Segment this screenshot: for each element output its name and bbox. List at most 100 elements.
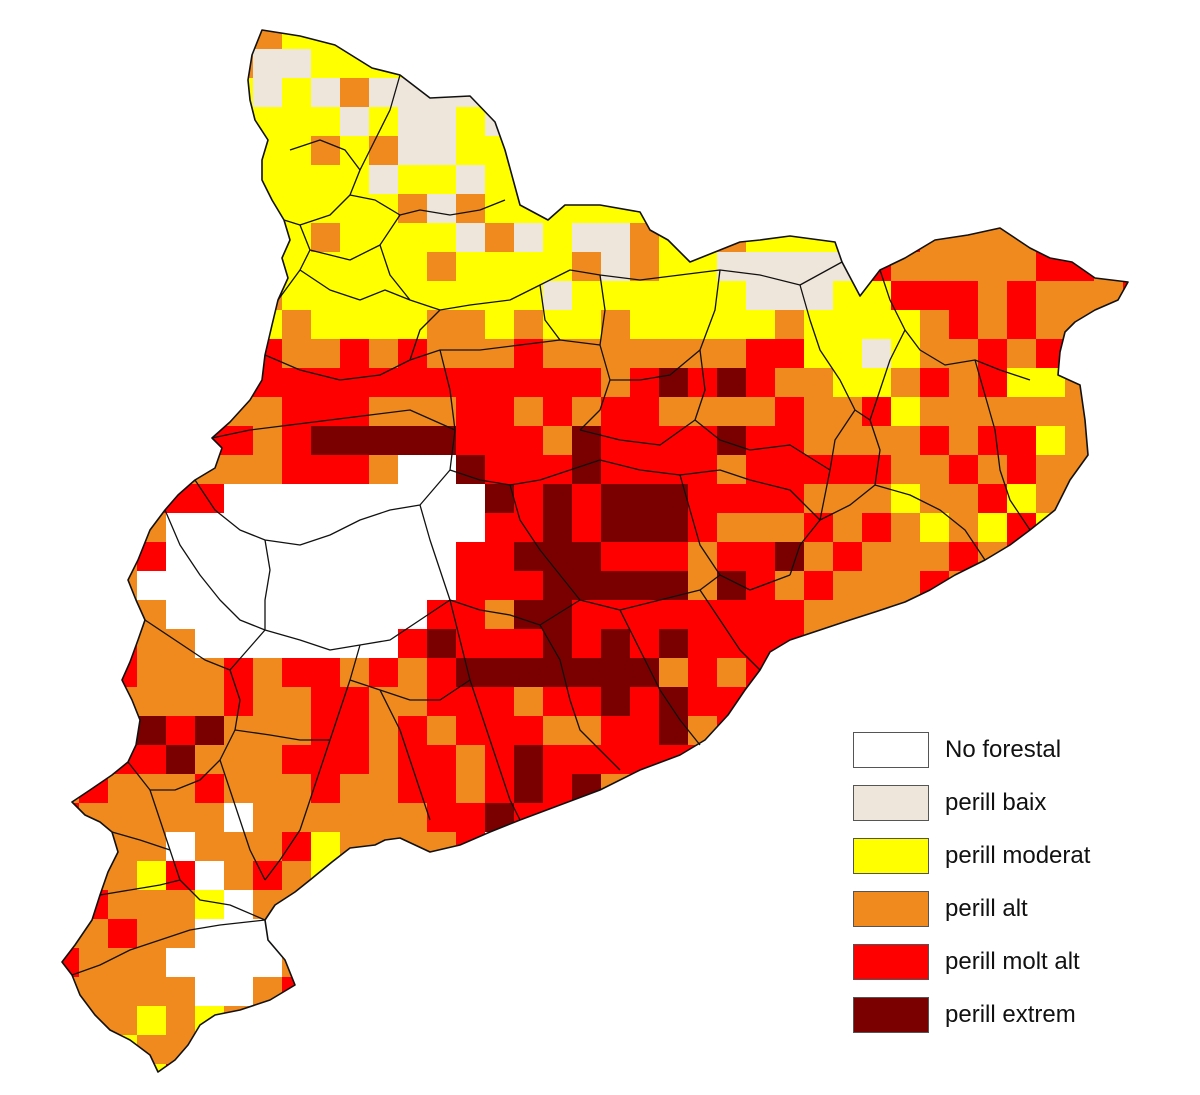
danger-cell [282, 513, 312, 543]
danger-cell [195, 919, 225, 949]
danger-cell [427, 745, 457, 775]
danger-cell [833, 368, 863, 398]
danger-cell [427, 49, 457, 79]
danger-cell [340, 455, 370, 485]
danger-cell [79, 803, 109, 833]
danger-cell [195, 78, 225, 108]
danger-cell [311, 310, 341, 340]
danger-cell [224, 571, 254, 601]
danger-cell [804, 571, 834, 601]
danger-cell [601, 687, 631, 717]
danger-cell [891, 542, 921, 572]
danger-cell [282, 658, 312, 688]
legend-swatch [853, 785, 929, 821]
danger-cell [62, 803, 80, 833]
danger-cell [746, 49, 776, 79]
danger-cell [62, 281, 80, 311]
danger-cell [485, 1064, 515, 1072]
danger-cell [427, 1035, 457, 1065]
danger-cell [543, 368, 573, 398]
danger-cell [62, 542, 80, 572]
danger-cell [630, 397, 660, 427]
danger-cell [79, 542, 109, 572]
danger-cell [224, 658, 254, 688]
danger-cell [369, 339, 399, 369]
danger-cell [688, 223, 718, 253]
danger-cell [949, 1064, 979, 1072]
danger-cell [282, 861, 312, 891]
danger-cell [746, 919, 776, 949]
danger-cell [572, 861, 602, 891]
danger-cell [137, 455, 167, 485]
danger-cell [775, 339, 805, 369]
danger-cell [485, 1006, 515, 1036]
danger-cell [746, 281, 776, 311]
danger-cell [659, 687, 689, 717]
danger-cell [137, 861, 167, 891]
danger-cell [514, 745, 544, 775]
danger-cell [79, 513, 109, 543]
danger-cell [108, 832, 138, 862]
danger-cell [1036, 1064, 1066, 1072]
danger-cell [398, 165, 428, 195]
legend-item: perill alt [853, 889, 1153, 929]
comarca-border [439, 261, 843, 311]
danger-cell [601, 919, 631, 949]
danger-cell [166, 687, 196, 717]
danger-cell [978, 252, 1008, 282]
comarca-border [349, 194, 506, 216]
danger-cell [630, 571, 660, 601]
danger-cell [137, 745, 167, 775]
danger-cell [543, 252, 573, 282]
danger-cell [1065, 1035, 1095, 1065]
danger-cell [369, 861, 399, 891]
danger-cell [775, 629, 805, 659]
danger-cell [601, 948, 631, 978]
danger-cell [456, 600, 486, 630]
danger-cell [62, 397, 80, 427]
danger-cell [485, 107, 515, 137]
danger-cell [1094, 78, 1124, 108]
danger-cell [630, 1006, 660, 1036]
danger-cell [485, 397, 515, 427]
danger-cell [833, 252, 863, 282]
danger-cell [1007, 426, 1037, 456]
danger-cell [398, 107, 428, 137]
danger-cell [891, 1035, 921, 1065]
danger-cell [1065, 397, 1095, 427]
danger-cell [833, 455, 863, 485]
danger-cell [1007, 368, 1037, 398]
danger-cell [1065, 339, 1095, 369]
danger-cell [1065, 78, 1095, 108]
danger-cell [137, 252, 167, 282]
danger-cell [166, 165, 196, 195]
danger-cell [282, 107, 312, 137]
danger-cell [659, 542, 689, 572]
danger-cell [920, 281, 950, 311]
comarca-border [799, 284, 856, 411]
danger-cell [1007, 78, 1037, 108]
danger-cell [485, 165, 515, 195]
danger-cell [456, 78, 486, 108]
danger-cell [804, 745, 834, 775]
danger-cell [456, 745, 486, 775]
danger-cell [311, 1064, 341, 1072]
danger-cell [775, 252, 805, 282]
danger-cell [1065, 194, 1095, 224]
danger-cell [833, 542, 863, 572]
danger-cell [485, 136, 515, 166]
danger-cell [456, 136, 486, 166]
danger-cell [427, 136, 457, 166]
danger-cell [891, 1064, 921, 1072]
danger-cell [137, 803, 167, 833]
danger-cell [688, 484, 718, 514]
danger-cell [949, 455, 979, 485]
danger-cell [340, 919, 370, 949]
danger-cell [659, 513, 689, 543]
danger-cell [1094, 1035, 1124, 1065]
danger-cell [1036, 194, 1066, 224]
danger-cell [514, 1035, 544, 1065]
comarca-borders [61, 29, 1129, 1073]
danger-cell [717, 832, 747, 862]
comarca-border [694, 419, 831, 471]
